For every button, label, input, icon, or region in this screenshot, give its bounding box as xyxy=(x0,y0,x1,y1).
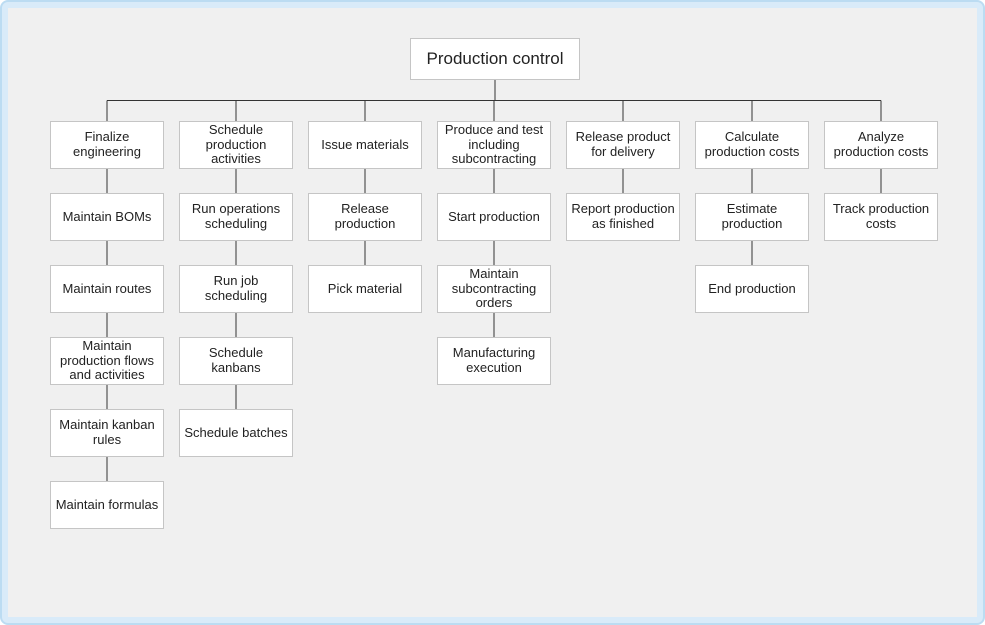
node-6-2-label: End production xyxy=(708,282,795,297)
node-3-1-label: Release production xyxy=(313,202,417,232)
branch-6: Calculate production costs xyxy=(695,121,809,169)
node-1-5-label: Maintain formulas xyxy=(56,498,159,513)
diagram-outer: Production control Finalize engineering Ma… xyxy=(0,0,985,625)
node-2-1: Run operations scheduling xyxy=(179,193,293,241)
node-4-2: Maintain subcontracting orders xyxy=(437,265,551,313)
node-1-2-label: Maintain routes xyxy=(63,282,152,297)
node-7-1-label: Track production costs xyxy=(829,202,933,232)
branch-7-label: Analyze production costs xyxy=(829,130,933,160)
node-2-3-label: Schedule kanbans xyxy=(184,346,288,376)
node-2-3: Schedule kanbans xyxy=(179,337,293,385)
node-6-2: End production xyxy=(695,265,809,313)
node-4-1: Start production xyxy=(437,193,551,241)
branch-3: Issue materials xyxy=(308,121,422,169)
branch-4-label: Produce and test including subcontractin… xyxy=(442,123,546,168)
branch-2: Schedule production activities xyxy=(179,121,293,169)
node-2-4-label: Schedule batches xyxy=(184,426,287,441)
node-4-2-label: Maintain subcontracting orders xyxy=(442,267,546,312)
node-1-5: Maintain formulas xyxy=(50,481,164,529)
branch-6-label: Calculate production costs xyxy=(700,130,804,160)
node-3-2: Pick material xyxy=(308,265,422,313)
node-1-1-label: Maintain BOMs xyxy=(63,210,152,225)
node-3-1: Release production xyxy=(308,193,422,241)
branch-3-label: Issue materials xyxy=(321,138,408,153)
branch-5: Release product for delivery xyxy=(566,121,680,169)
root-node-label: Production control xyxy=(426,49,563,69)
root-node: Production control xyxy=(410,38,580,80)
node-1-1: Maintain BOMs xyxy=(50,193,164,241)
branch-1: Finalize engineering xyxy=(50,121,164,169)
node-2-4: Schedule batches xyxy=(179,409,293,457)
node-4-1-label: Start production xyxy=(448,210,540,225)
branch-1-label: Finalize engineering xyxy=(55,130,159,160)
node-2-1-label: Run operations scheduling xyxy=(184,202,288,232)
node-1-2: Maintain routes xyxy=(50,265,164,313)
node-2-2-label: Run job scheduling xyxy=(184,274,288,304)
branch-4: Produce and test including subcontractin… xyxy=(437,121,551,169)
node-1-3-label: Maintain production flows and activities xyxy=(55,339,159,384)
node-7-1: Track production costs xyxy=(824,193,938,241)
node-1-4-label: Maintain kanban rules xyxy=(55,418,159,448)
node-3-2-label: Pick material xyxy=(328,282,402,297)
branch-7: Analyze production costs xyxy=(824,121,938,169)
node-2-2: Run job scheduling xyxy=(179,265,293,313)
node-6-1: Estimate production xyxy=(695,193,809,241)
branch-5-label: Release product for delivery xyxy=(571,130,675,160)
node-6-1-label: Estimate production xyxy=(700,202,804,232)
branch-2-label: Schedule production activities xyxy=(184,123,288,168)
diagram-canvas: Production control Finalize engineering Ma… xyxy=(8,8,977,617)
node-4-3-label: Manufacturing execution xyxy=(442,346,546,376)
node-4-3: Manufacturing execution xyxy=(437,337,551,385)
node-5-1-label: Report production as finished xyxy=(571,202,675,232)
node-1-4: Maintain kanban rules xyxy=(50,409,164,457)
node-1-3: Maintain production flows and activities xyxy=(50,337,164,385)
node-5-1: Report production as finished xyxy=(566,193,680,241)
